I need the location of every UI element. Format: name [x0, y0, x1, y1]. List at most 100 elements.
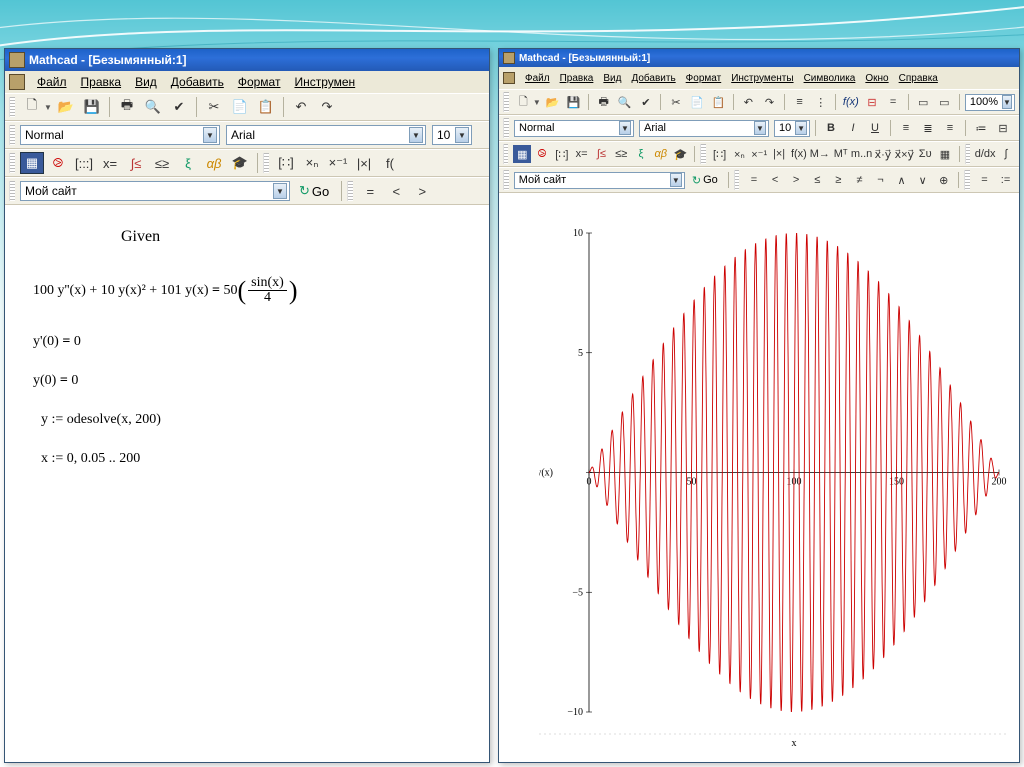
- save-button[interactable]: 💾: [564, 93, 583, 111]
- m4-icon[interactable]: |×|: [770, 145, 788, 163]
- m11-icon[interactable]: Συ: [916, 145, 934, 163]
- menu-format[interactable]: Формат: [682, 72, 726, 85]
- op-eq-icon[interactable]: =: [358, 180, 382, 202]
- site-combo[interactable]: Мой сайт▼: [20, 181, 290, 201]
- menu-window[interactable]: Окно: [861, 72, 892, 85]
- cut-button[interactable]: ✂: [202, 96, 226, 118]
- spell-button[interactable]: ✔: [636, 93, 655, 111]
- m10-icon[interactable]: x⃗×y⃗: [894, 145, 914, 163]
- fx-button[interactable]: f(x): [841, 93, 860, 111]
- m12-icon[interactable]: ▦: [936, 145, 954, 163]
- save-button[interactable]: 💾: [80, 96, 104, 118]
- align-icon[interactable]: ≡: [790, 93, 809, 111]
- menu-help[interactable]: Справка: [895, 72, 942, 85]
- symbolic-icon[interactable]: 🎓: [228, 152, 252, 174]
- calculator-icon[interactable]: ▦: [513, 145, 531, 163]
- copy-button[interactable]: 📄: [228, 96, 252, 118]
- matrix2-icon[interactable]: [∷]: [274, 152, 298, 174]
- font-combo[interactable]: Arial▼: [639, 120, 769, 137]
- m5-icon[interactable]: f(x): [790, 145, 808, 163]
- op-def[interactable]: =: [975, 171, 994, 189]
- menu-tools[interactable]: Инструмен: [288, 73, 361, 91]
- titlebar[interactable]: Mathcad - [Безымянный:1]: [5, 49, 489, 71]
- inv-icon[interactable]: ×⁻¹: [326, 152, 350, 174]
- eval-icon[interactable]: x=: [98, 152, 122, 174]
- m8-icon[interactable]: m..n: [852, 145, 872, 163]
- op-lt-icon[interactable]: <: [384, 180, 408, 202]
- op-or[interactable]: ∨: [913, 171, 932, 189]
- op-xor[interactable]: ⊕: [934, 171, 953, 189]
- greek-icon[interactable]: αβ: [202, 152, 226, 174]
- abs-icon[interactable]: |×|: [352, 152, 376, 174]
- op-gt[interactable]: >: [787, 171, 806, 189]
- greek-icon[interactable]: αβ: [652, 145, 670, 163]
- go-button[interactable]: ↻Go: [687, 171, 723, 189]
- op-ne[interactable]: ≠: [850, 171, 869, 189]
- prog-icon[interactable]: ξ: [176, 152, 200, 174]
- open-button[interactable]: 📂: [54, 96, 78, 118]
- style-combo[interactable]: Normal▼: [20, 125, 220, 145]
- new-button[interactable]: 🗋: [20, 96, 44, 118]
- preview-button[interactable]: 🔍: [615, 93, 634, 111]
- align-left-icon[interactable]: ≡: [896, 119, 916, 137]
- graph-icon[interactable]: ⧁: [46, 152, 70, 174]
- m9-icon[interactable]: x⃗·y⃗: [874, 145, 893, 163]
- calc-icon[interactable]: ∫≤: [124, 152, 148, 174]
- calc-button[interactable]: =: [884, 93, 903, 111]
- op-lt[interactable]: <: [766, 171, 785, 189]
- site-combo[interactable]: Мой сайт▼: [514, 172, 685, 189]
- bullets-icon[interactable]: ≔: [971, 119, 991, 137]
- menu-view[interactable]: Вид: [599, 72, 625, 85]
- cut-button[interactable]: ✂: [666, 93, 685, 111]
- menu-insert[interactable]: Добавить: [165, 73, 230, 91]
- underline-button[interactable]: U: [865, 119, 885, 137]
- m6-icon[interactable]: M→: [810, 145, 830, 163]
- op-le[interactable]: ≤: [808, 171, 827, 189]
- menu-format[interactable]: Формат: [232, 73, 287, 91]
- menu-tools[interactable]: Инструменты: [727, 72, 797, 85]
- calc-icon[interactable]: ∫≤: [593, 145, 611, 163]
- menu-file[interactable]: Файл: [521, 72, 554, 85]
- matrix-icon[interactable]: [∷]: [553, 145, 571, 163]
- book1-icon[interactable]: ▭: [914, 93, 933, 111]
- undo-button[interactable]: ↶: [289, 96, 313, 118]
- print-button[interactable]: 🖶: [594, 93, 613, 111]
- zoom-combo[interactable]: 100%▼: [965, 94, 1015, 111]
- print-button[interactable]: 🖶: [115, 96, 139, 118]
- m3-icon[interactable]: ×⁻¹: [750, 145, 768, 163]
- spell-button[interactable]: ✔: [167, 96, 191, 118]
- sub-icon[interactable]: ×ₙ: [300, 152, 324, 174]
- menu-edit[interactable]: Правка: [556, 72, 598, 85]
- op-ge[interactable]: ≥: [829, 171, 848, 189]
- redo-button[interactable]: ↷: [760, 93, 779, 111]
- calculator-icon[interactable]: ▦: [20, 152, 44, 174]
- op-gt-icon[interactable]: >: [410, 180, 434, 202]
- op-not[interactable]: ¬: [871, 171, 890, 189]
- copy-button[interactable]: 📄: [688, 93, 707, 111]
- prog-icon[interactable]: ξ: [632, 145, 650, 163]
- m7-icon[interactable]: Mᵀ: [832, 145, 850, 163]
- preview-button[interactable]: 🔍: [141, 96, 165, 118]
- xy-plot[interactable]: 050100150200−10−5510y(x)x: [539, 223, 1009, 752]
- m2-icon[interactable]: ×ₙ: [730, 145, 748, 163]
- size-combo[interactable]: 10▼: [774, 120, 810, 137]
- unit-button[interactable]: ⊟: [862, 93, 881, 111]
- style-combo[interactable]: Normal▼: [514, 120, 634, 137]
- paste-button[interactable]: 📋: [254, 96, 278, 118]
- graph-icon[interactable]: ⧁: [533, 145, 551, 163]
- menu-file[interactable]: Файл: [31, 73, 73, 91]
- m1-icon[interactable]: [∷]: [711, 145, 729, 163]
- undo-button[interactable]: ↶: [739, 93, 758, 111]
- open-button[interactable]: 📂: [543, 93, 562, 111]
- fx-icon[interactable]: f(: [378, 152, 402, 174]
- align-center-icon[interactable]: ≣: [918, 119, 938, 137]
- font-combo[interactable]: Arial▼: [226, 125, 426, 145]
- d1-icon[interactable]: d/dx: [975, 145, 995, 163]
- new-button[interactable]: 🗋: [514, 93, 533, 111]
- menu-symbolic[interactable]: Символика: [800, 72, 860, 85]
- bold-button[interactable]: B: [821, 119, 841, 137]
- size-combo[interactable]: 10▼: [432, 125, 472, 145]
- titlebar[interactable]: Mathcad - [Безымянный:1]: [499, 49, 1019, 67]
- paste-button[interactable]: 📋: [709, 93, 728, 111]
- menu-edit[interactable]: Правка: [75, 73, 128, 91]
